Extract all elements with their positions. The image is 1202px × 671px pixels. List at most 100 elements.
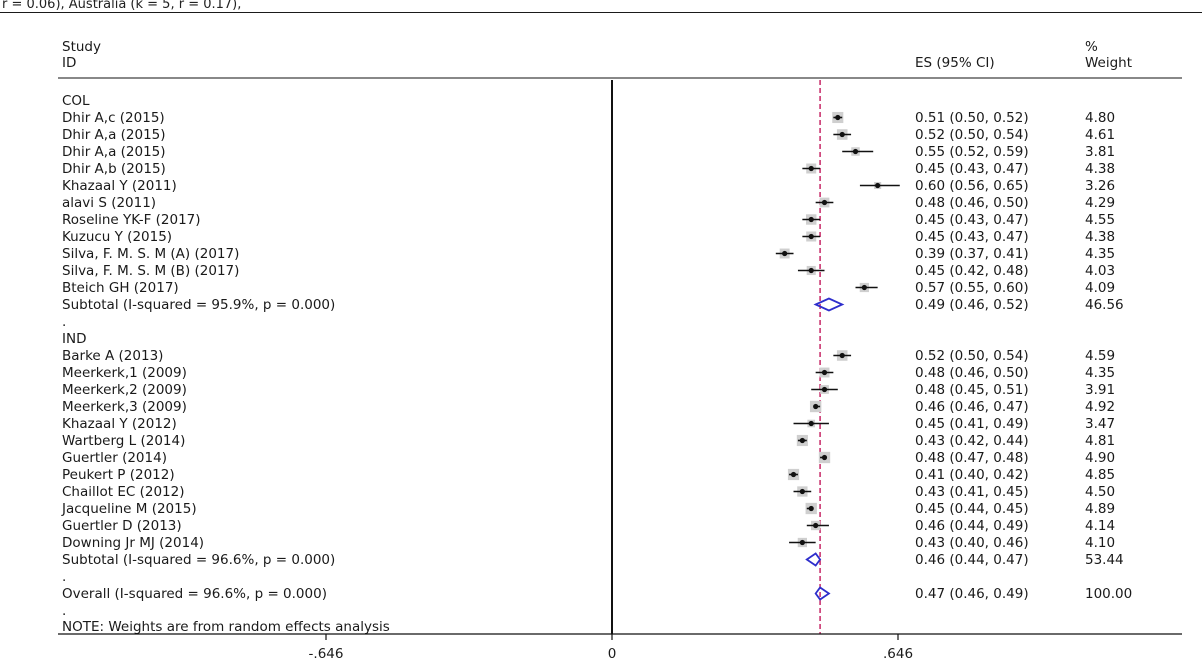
row-19-es-text: 0.45 (0.41, 0.49) [915, 416, 1029, 432]
row-8-es-text: 0.45 (0.43, 0.47) [915, 229, 1029, 245]
row-15-label: Barke A (2013) [62, 348, 163, 364]
row-29-weight-text: 100.00 [1085, 586, 1132, 602]
row-21-es-text: 0.48 (0.47, 0.48) [915, 450, 1029, 466]
row-25-point-estimate [813, 522, 819, 529]
row-18-point-estimate [813, 403, 819, 410]
row-24-label: Jacqueline M (2015) [61, 501, 197, 517]
row-27-pooled-diamond [805, 552, 822, 567]
row-20-weight-text: 4.81 [1085, 433, 1115, 449]
row-20-label: Wartberg L (2014) [62, 433, 185, 449]
row-17-label: Meerkerk,2 (2009) [62, 382, 187, 398]
row-24-weight-text: 4.89 [1085, 501, 1115, 517]
row-10-label: Silva, F. M. S. M (B) (2017) [62, 263, 239, 279]
row-18-weight-text: 4.92 [1085, 399, 1115, 415]
row-29-label: Overall (I-squared = 96.6%, p = 0.000) [62, 586, 327, 602]
row-1-label: Dhir A,c (2015) [62, 110, 165, 126]
row-5-weight-text: 3.26 [1085, 178, 1115, 194]
row-12-weight-text: 46.56 [1085, 297, 1124, 313]
row-11-es-text: 0.57 (0.55, 0.60) [915, 280, 1029, 296]
row-11-point-estimate [861, 284, 867, 291]
row-0-label: COL [62, 93, 90, 109]
row-19-weight-text: 3.47 [1085, 416, 1115, 432]
row-13-label: . [62, 314, 66, 330]
row-27-label: Subtotal (I-squared = 96.6%, p = 0.000) [62, 552, 335, 568]
row-1-point-estimate [835, 114, 841, 121]
row-1-es-text: 0.51 (0.50, 0.52) [915, 110, 1029, 126]
row-22-weight-text: 4.85 [1085, 467, 1115, 483]
row-15-point-estimate [839, 352, 845, 359]
row-12-pooled-diamond [813, 297, 845, 312]
row-23-weight-text: 4.50 [1085, 484, 1115, 500]
page-text-fragment: r = 0.06), Australia (k = 5, r = 0.17), [2, 0, 242, 12]
weights-note: NOTE: Weights are from random effects an… [62, 619, 390, 635]
row-22-label: Peukert P (2012) [62, 467, 175, 483]
row-6-label: alavi S (2011) [62, 195, 156, 211]
row-1-weight-text: 4.80 [1085, 110, 1115, 126]
row-16-point-estimate [821, 369, 828, 376]
row-3-point-estimate [852, 148, 859, 155]
row-21-weight-text: 4.90 [1085, 450, 1115, 466]
weight-column-title-line2: Weight [1085, 55, 1132, 71]
row-16-label: Meerkerk,1 (2009) [62, 365, 187, 381]
row-18-label: Meerkerk,3 (2009) [62, 399, 187, 415]
row-9-weight-text: 4.35 [1085, 246, 1115, 262]
row-8-point-estimate [808, 233, 814, 240]
row-10-es-text: 0.45 (0.42, 0.48) [915, 263, 1029, 279]
chart-panel: Study ID ES (95% CI)% Weight COL Dhir A,c (20… [22, 20, 1184, 662]
row-21-point-estimate [821, 454, 828, 461]
row-2-weight-text: 4.61 [1085, 127, 1115, 143]
es-column-title: ES (95% CI) [915, 55, 995, 71]
row-7-label: Roseline YK-F (2017) [62, 212, 201, 228]
row-6-es-text: 0.48 (0.46, 0.50) [915, 195, 1029, 211]
row-12-label: Subtotal (I-squared = 95.9%, p = 0.000) [62, 297, 335, 313]
row-25-label: Guertler D (2013) [62, 518, 182, 534]
row-21-label: Guertler (2014) [62, 450, 167, 466]
row-23-es-text: 0.43 (0.41, 0.45) [915, 484, 1029, 500]
row-8-weight-text: 4.38 [1085, 229, 1115, 245]
row-2-es-text: 0.52 (0.50, 0.54) [915, 127, 1029, 143]
x-tick-label-1: 0 [608, 646, 617, 662]
row-15-es-text: 0.52 (0.50, 0.54) [915, 348, 1029, 364]
row-26-point-estimate [799, 539, 805, 546]
row-28-label: . [62, 569, 66, 585]
row-20-point-estimate [799, 437, 805, 444]
row-19-label: Khazaal Y (2012) [62, 416, 177, 432]
row-6-point-estimate [821, 199, 828, 206]
row-3-label: Dhir A,a (2015) [62, 144, 166, 160]
row-11-weight-text: 4.09 [1085, 280, 1115, 296]
row-22-es-text: 0.41 (0.40, 0.42) [915, 467, 1029, 483]
row-7-weight-text: 4.55 [1085, 212, 1115, 228]
row-10-point-estimate [808, 267, 814, 274]
row-26-label: Downing Jr MJ (2014) [62, 535, 204, 551]
row-15-weight-text: 4.59 [1085, 348, 1115, 364]
row-2-point-estimate [839, 131, 845, 138]
row-29-es-text: 0.47 (0.46, 0.49) [915, 586, 1029, 602]
row-26-weight-text: 4.10 [1085, 535, 1115, 551]
row-5-es-text: 0.60 (0.56, 0.65) [915, 178, 1029, 194]
row-24-point-estimate [808, 505, 814, 512]
row-18-es-text: 0.46 (0.46, 0.47) [915, 399, 1029, 415]
row-26-es-text: 0.43 (0.40, 0.46) [915, 535, 1029, 551]
row-7-point-estimate [808, 216, 814, 223]
row-30-label: . [62, 603, 66, 619]
x-tick-label-2: .646 [883, 646, 913, 662]
row-4-label: Dhir A,b (2015) [62, 161, 166, 177]
row-25-weight-text: 4.14 [1085, 518, 1115, 534]
row-17-es-text: 0.48 (0.45, 0.51) [915, 382, 1029, 398]
row-3-weight-text: 3.81 [1085, 144, 1115, 160]
row-10-weight-text: 4.03 [1085, 263, 1115, 279]
row-29-pooled-diamond [814, 586, 831, 601]
row-4-es-text: 0.45 (0.43, 0.47) [915, 161, 1029, 177]
row-4-point-estimate [808, 165, 814, 172]
row-14-label: IND [62, 331, 86, 347]
row-16-es-text: 0.48 (0.46, 0.50) [915, 365, 1029, 381]
row-11-label: Bteich GH (2017) [62, 280, 179, 296]
weight-column-title-line1: % [1085, 39, 1098, 55]
row-20-es-text: 0.43 (0.42, 0.44) [915, 433, 1029, 449]
row-17-point-estimate [821, 386, 828, 393]
row-9-point-estimate [782, 250, 788, 257]
row-12-es-text: 0.49 (0.46, 0.52) [915, 297, 1029, 313]
row-17-weight-text: 3.91 [1085, 382, 1115, 398]
